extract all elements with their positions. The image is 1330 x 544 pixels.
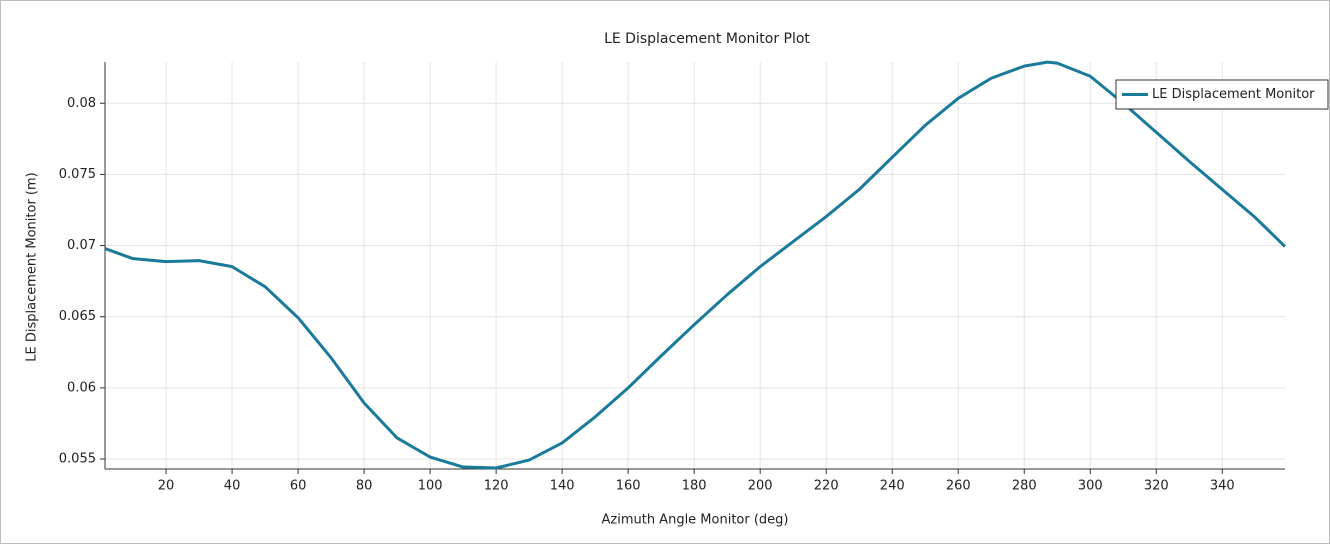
legend-box (1115, 79, 1329, 110)
x-tick-label: 260 (946, 479, 971, 494)
x-tick-label: 100 (418, 479, 443, 494)
x-tick-label: 180 (682, 479, 707, 494)
x-tick-label: 220 (814, 479, 839, 494)
data-line (104, 60, 1287, 470)
x-tick-label: 80 (356, 479, 373, 494)
x-tick-label: 60 (290, 479, 307, 494)
x-tick-label: 240 (880, 479, 905, 494)
x-axis-label: Azimuth Angle Monitor (deg) (601, 513, 788, 528)
y-tick-label: 0.08 (67, 96, 96, 111)
y-tick-label: 0.075 (59, 167, 96, 182)
y-tick-label: 0.065 (59, 309, 96, 324)
x-tick-label: 20 (158, 479, 175, 494)
legend-label: LE Displacement Monitor (1152, 87, 1315, 102)
x-tick-label: 280 (1012, 479, 1037, 494)
x-tick-label: 120 (484, 479, 509, 494)
y-tick-label: 0.07 (67, 238, 96, 253)
x-tick-label: 300 (1078, 479, 1103, 494)
chart-title: LE Displacement Monitor Plot (604, 31, 810, 47)
x-tick-label: 200 (748, 479, 773, 494)
y-tick-label: 0.06 (67, 380, 96, 395)
y-axis-label: LE Displacement Monitor (m) (25, 172, 40, 361)
x-tick-label: 320 (1144, 479, 1169, 494)
y-tick-label: 0.055 (59, 452, 96, 467)
x-tick-label: 160 (616, 479, 641, 494)
x-tick-label: 40 (224, 479, 241, 494)
x-tick-label: 340 (1210, 479, 1235, 494)
x-tick-label: 140 (550, 479, 575, 494)
